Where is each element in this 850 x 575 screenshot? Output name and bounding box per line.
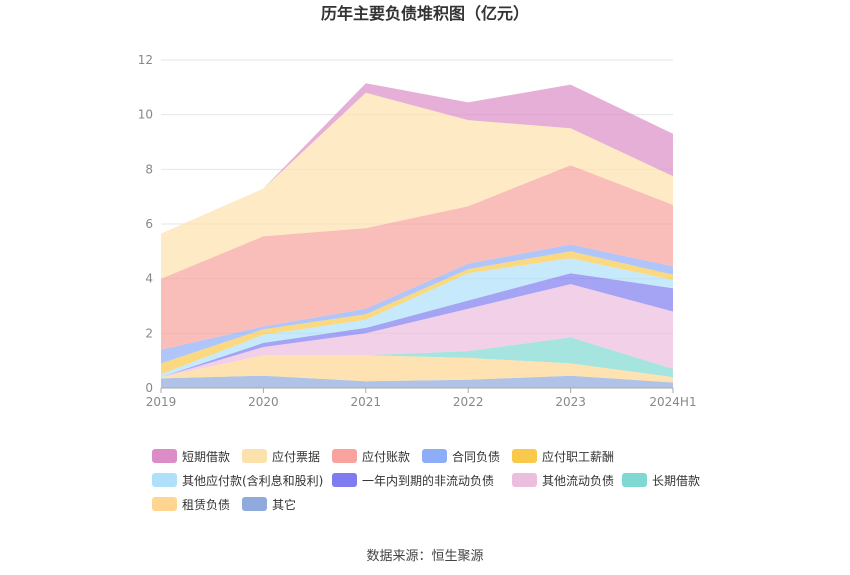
legend-label: 应付票据 xyxy=(272,449,321,464)
legend-swatch xyxy=(512,449,537,463)
legend-label: 其它 xyxy=(272,497,297,512)
chart-title: 历年主要负债堆积图（亿元） xyxy=(320,4,529,23)
area-series-1 xyxy=(161,355,673,383)
legend-item[interactable]: 合同负债 xyxy=(422,446,500,466)
legend-item[interactable]: 长期借款 xyxy=(622,470,700,490)
x-tick-label: 2023 xyxy=(555,395,586,409)
legend-swatch xyxy=(242,449,267,463)
area-series-0 xyxy=(161,375,673,388)
legend-swatch xyxy=(512,473,537,487)
area-series-3 xyxy=(161,284,673,378)
legend-swatch xyxy=(152,497,177,511)
stacked-area-chart: 0 2 4 6 8 10 12 2019 2020 2021 2022 2023 2024H1 xyxy=(138,53,697,409)
legend-label: 一年内到期的非流动负债 xyxy=(362,473,495,488)
legend-item[interactable]: 应付票据 xyxy=(242,446,320,466)
area-series-4 xyxy=(161,273,673,378)
x-tick-label: 2022 xyxy=(453,395,484,409)
legend-swatch xyxy=(242,497,267,511)
area-series-5 xyxy=(161,258,673,378)
legend-item[interactable]: 租赁负债 xyxy=(152,494,230,514)
y-tick-label: 12 xyxy=(138,53,153,67)
legend-swatch xyxy=(622,473,647,487)
x-tick-label: 2021 xyxy=(351,395,382,409)
legend-item[interactable]: 应付账款 xyxy=(332,446,410,466)
area-series-9 xyxy=(161,92,673,279)
legend-swatch xyxy=(422,449,447,463)
legend-label: 应付职工薪酬 xyxy=(542,449,615,464)
area-series-2 xyxy=(161,337,673,378)
legend-label: 短期借款 xyxy=(182,449,231,464)
legend-swatch xyxy=(332,449,357,463)
legend-label: 其他流动负债 xyxy=(542,473,615,488)
y-tick-label: 4 xyxy=(145,272,153,286)
axes: 0 2 4 6 8 10 12 2019 2020 2021 2022 2023 2024H1 xyxy=(138,53,697,409)
data-source-note: 数据来源：恒生聚源 xyxy=(366,549,484,564)
y-tick-label: 2 xyxy=(145,326,153,340)
legend-swatch xyxy=(332,473,357,487)
legend-item[interactable]: 一年内到期的非流动负债 xyxy=(332,470,494,490)
legend-item[interactable]: 短期借款 xyxy=(152,446,230,466)
legend-label: 应付账款 xyxy=(362,449,411,464)
legend-item[interactable]: 其它 xyxy=(242,494,296,514)
x-tick-label: 2019 xyxy=(146,395,177,409)
legend-item[interactable]: 其他流动负债 xyxy=(512,470,614,490)
legend-item[interactable]: 其他应付款(含利息和股利) xyxy=(152,470,323,490)
area-series-7 xyxy=(161,244,673,364)
area-series-group xyxy=(161,83,673,388)
area-series-6 xyxy=(161,251,673,375)
legend-label: 租赁负债 xyxy=(182,497,231,512)
y-tick-label: 10 xyxy=(138,108,153,122)
x-tick-label: 2024H1 xyxy=(649,395,696,409)
y-tick-label: 8 xyxy=(145,162,153,176)
legend-label: 合同负债 xyxy=(452,449,501,464)
x-tick-label: 2020 xyxy=(248,395,279,409)
area-series-10 xyxy=(161,83,673,234)
legend-label: 长期借款 xyxy=(652,473,701,488)
y-tick-label: 6 xyxy=(145,217,153,231)
legend-swatch xyxy=(152,473,177,487)
y-tick-label: 0 xyxy=(145,381,153,395)
legend-label: 其他应付款(含利息和股利) xyxy=(182,473,324,488)
legend-item[interactable]: 应付职工薪酬 xyxy=(512,446,614,466)
legend-swatch xyxy=(152,449,177,463)
area-series-8 xyxy=(161,165,673,350)
